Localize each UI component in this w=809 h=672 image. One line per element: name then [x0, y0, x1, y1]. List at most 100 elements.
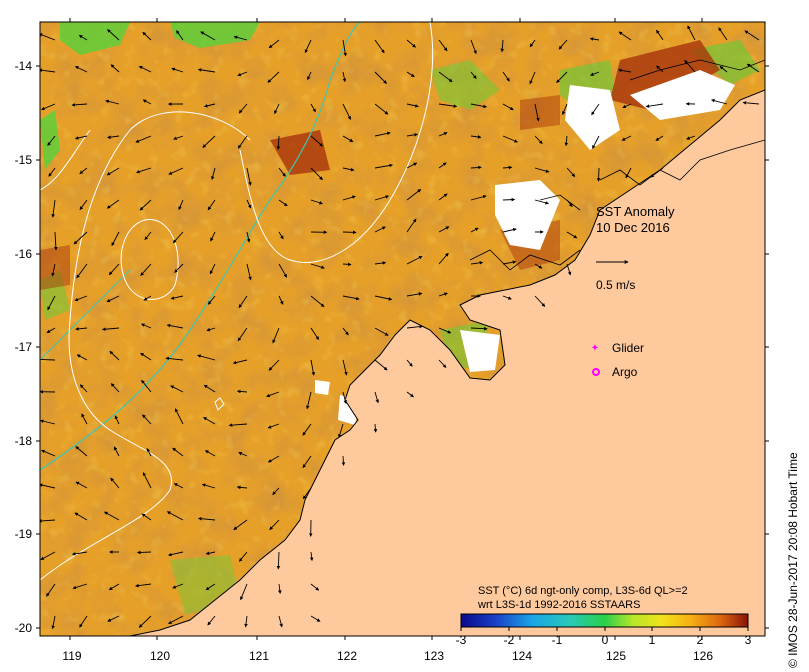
current-vector-arrow-icon [406, 39, 416, 48]
colorbar-ticks [460, 627, 749, 631]
current-vector-arrow-icon [109, 350, 120, 361]
current-vector-arrow-icon [278, 167, 286, 177]
lat-tick-label: -16 [15, 247, 33, 261]
current-vector-arrow-icon [267, 71, 280, 83]
current-vector-arrow-icon [197, 354, 216, 361]
current-vector-arrow-icon [596, 167, 601, 182]
current-vector-arrow-icon [238, 295, 248, 309]
current-vector-arrow-icon [110, 64, 120, 73]
current-vector-arrow-icon [108, 263, 120, 276]
current-vector-arrow-icon [51, 615, 56, 630]
lon-tick-label: 125 [606, 649, 626, 663]
current-vector-arrow-icon [172, 583, 184, 589]
current-vector-arrow-icon [108, 583, 120, 591]
current-vector-arrow-icon [278, 295, 284, 305]
current-vector-arrow-icon [470, 194, 487, 201]
current-vector-arrow-icon [711, 98, 728, 105]
current-vector-arrow-icon [142, 31, 152, 41]
current-vector-arrow-icon [341, 455, 346, 466]
lon-tick-label: 123 [424, 649, 444, 663]
current-vector-arrow-icon [307, 71, 312, 81]
lat-tick-label: -17 [15, 340, 33, 354]
ssh-contours [40, 22, 434, 581]
current-vector-arrow-icon [102, 327, 120, 332]
current-vector-arrow-icon [110, 383, 120, 393]
current-vector-arrow-icon [268, 359, 280, 371]
current-vector-arrow-icon [200, 31, 216, 41]
current-vector-arrow-icon [374, 71, 387, 84]
current-vector-arrow-icon [406, 391, 414, 398]
current-vector-arrow-icon [589, 37, 600, 41]
current-vector-arrow-icon [46, 583, 56, 597]
isobath-contour [40, 22, 361, 471]
current-vector-arrow-icon [406, 103, 419, 108]
current-vector-arrow-icon [374, 226, 386, 233]
current-vector-arrow-icon [342, 195, 356, 201]
current-vector-arrow-icon [374, 327, 389, 336]
current-vector-arrow-icon [342, 39, 347, 57]
current-vector-arrow-icon [302, 487, 312, 500]
current-vector-arrow-icon [236, 485, 248, 490]
current-vector-arrow-icon [310, 327, 319, 341]
current-vector-arrow-icon [306, 391, 312, 410]
current-vector-arrow-icon [239, 551, 248, 562]
current-vector-arrow-icon [566, 263, 572, 276]
current-vector-arrow-icon [141, 513, 152, 521]
current-vector-arrow-icon [202, 135, 216, 148]
current-vector-arrow-icon [566, 199, 573, 207]
current-vector-arrow-icon [438, 39, 448, 52]
current-vector-arrow-icon [618, 31, 632, 41]
current-vector-arrow-icon [76, 263, 88, 279]
current-vector-arrow-icon [51, 263, 56, 277]
current-vector-arrow-icon [406, 255, 423, 265]
current-vector-arrow-icon [114, 415, 120, 425]
current-vector-arrow-icon [71, 551, 88, 556]
current-vector-arrow-icon [205, 583, 216, 591]
current-vector-arrow-icon [142, 99, 152, 105]
current-vector-arrow-icon [79, 167, 88, 175]
lat-tick-label: -19 [15, 527, 33, 541]
current-vector-arrow-icon [374, 131, 391, 137]
current-vector-arrow-icon [106, 199, 120, 209]
current-vector-arrow-icon [310, 263, 325, 269]
current-vector-arrow-icon [342, 391, 347, 404]
current-vector-arrow-icon [310, 167, 323, 181]
current-vector-arrow-icon [342, 295, 360, 301]
lon-tick-label: 124 [512, 649, 532, 663]
current-vector-arrow-icon [621, 135, 632, 141]
current-vector-arrow-icon [278, 583, 282, 594]
current-vector-arrow-icon [47, 295, 56, 311]
current-vector-arrow-icon [342, 262, 352, 267]
current-vector-arrow-icon [310, 199, 323, 205]
current-vector-arrow-icon [138, 65, 152, 73]
current-vector-arrow-icon [237, 327, 248, 342]
current-vector-arrow-icon [178, 199, 184, 211]
current-vector-arrow-icon [165, 356, 184, 361]
kimberley-coast-detail [469, 59, 765, 271]
current-vector-arrow-icon [140, 352, 152, 361]
current-vector-arrow-icon [228, 423, 248, 427]
current-vector-arrow-icon [566, 231, 578, 239]
current-vector-arrow-icon [374, 163, 393, 169]
current-vector-arrow-icon [406, 162, 418, 169]
current-vector-arrow-icon [374, 195, 390, 201]
current-vector-arrow-icon [742, 101, 760, 105]
current-vector-arrow-icon [470, 135, 482, 139]
lon-tick-label: 119 [62, 649, 81, 663]
current-vector-arrow-icon [203, 417, 216, 425]
current-vector-arrow-icon [176, 30, 184, 41]
current-vector-arrow-icon [502, 71, 510, 82]
map-date: 10 Dec 2016 [596, 220, 670, 235]
caption-line-1: SST (°C) 6d ngt-only comp, L3S-6d QL>=2 [478, 585, 688, 597]
current-vector-arrow-icon [502, 227, 517, 233]
current-vector-arrow-icon [140, 323, 152, 329]
current-vector-arrow-icon [342, 359, 348, 376]
current-vector-arrow-icon [502, 165, 513, 170]
current-vector-arrow-icon [238, 452, 248, 457]
lat-axis [36, 65, 769, 629]
current-vector-arrow-icon [74, 135, 88, 140]
current-vector-arrow-icon [168, 615, 184, 624]
colorbar-tick-label: 1 [649, 633, 656, 647]
land-mass [130, 90, 765, 636]
current-vector-arrow-icon [268, 39, 280, 49]
